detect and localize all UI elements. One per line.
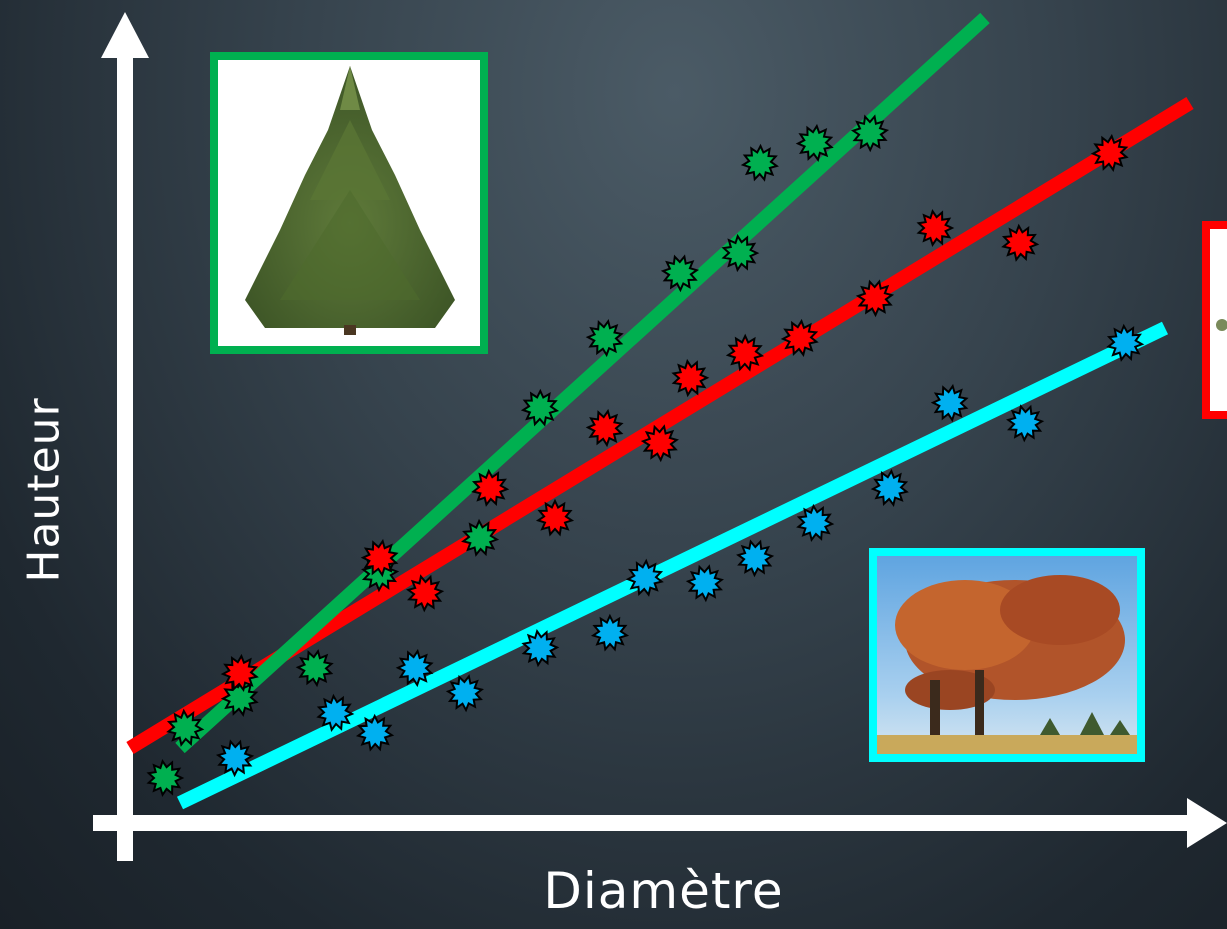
red-points-marker [535,498,575,537]
red-points-marker [471,468,510,507]
red-framed-image [1202,221,1227,419]
red-points-marker [1090,133,1129,172]
red-points-marker [855,279,895,318]
y-axis-label: Hauteur [18,397,70,583]
blue-points-marker [796,503,835,542]
blue-points-marker [625,558,664,597]
x-axis [93,798,1227,848]
red-points-marker [360,538,399,578]
blue-points-marker [445,674,484,713]
blue-points-marker [395,648,434,688]
y-axis [101,12,149,861]
green-points-marker [795,123,834,162]
green-points-marker [220,678,259,717]
red-points-marker [1001,223,1040,262]
green-trendline [175,12,990,754]
deciduous-tree-image [869,548,1145,762]
green-points-marker [850,114,890,153]
blue-points-marker [355,713,395,752]
green-points-marker [721,233,760,273]
x-axis-label: Diamètre [543,862,784,920]
blue-points-marker [736,539,775,578]
conifer-image [210,52,488,354]
blue-points-marker [316,693,355,732]
blue-points-marker [870,468,909,507]
blue-points-marker [1106,323,1145,362]
red-points-marker [725,333,765,372]
blue-points-marker [590,613,630,652]
green-points-marker [461,518,500,557]
red-points-marker [780,318,819,357]
blue-points-marker [521,629,560,668]
red-points-marker [916,208,955,248]
blue-points-marker [215,739,255,778]
green-points-marker [520,388,560,427]
blue-points-marker [930,383,969,423]
green-points-marker [740,143,779,182]
blue-points-marker [1006,404,1045,443]
red-points-marker [220,653,259,692]
green-points-marker [295,649,334,688]
green-points-marker [585,319,624,358]
green-points-marker [660,254,700,293]
red-points-marker [671,358,710,398]
green-points-marker [166,708,205,747]
blue-points-marker [685,564,724,603]
green-points-marker [146,758,185,798]
red-points-marker [640,424,679,463]
red-points-marker [585,408,624,448]
cyan-trendline [176,321,1169,810]
red-points-marker [406,574,445,613]
